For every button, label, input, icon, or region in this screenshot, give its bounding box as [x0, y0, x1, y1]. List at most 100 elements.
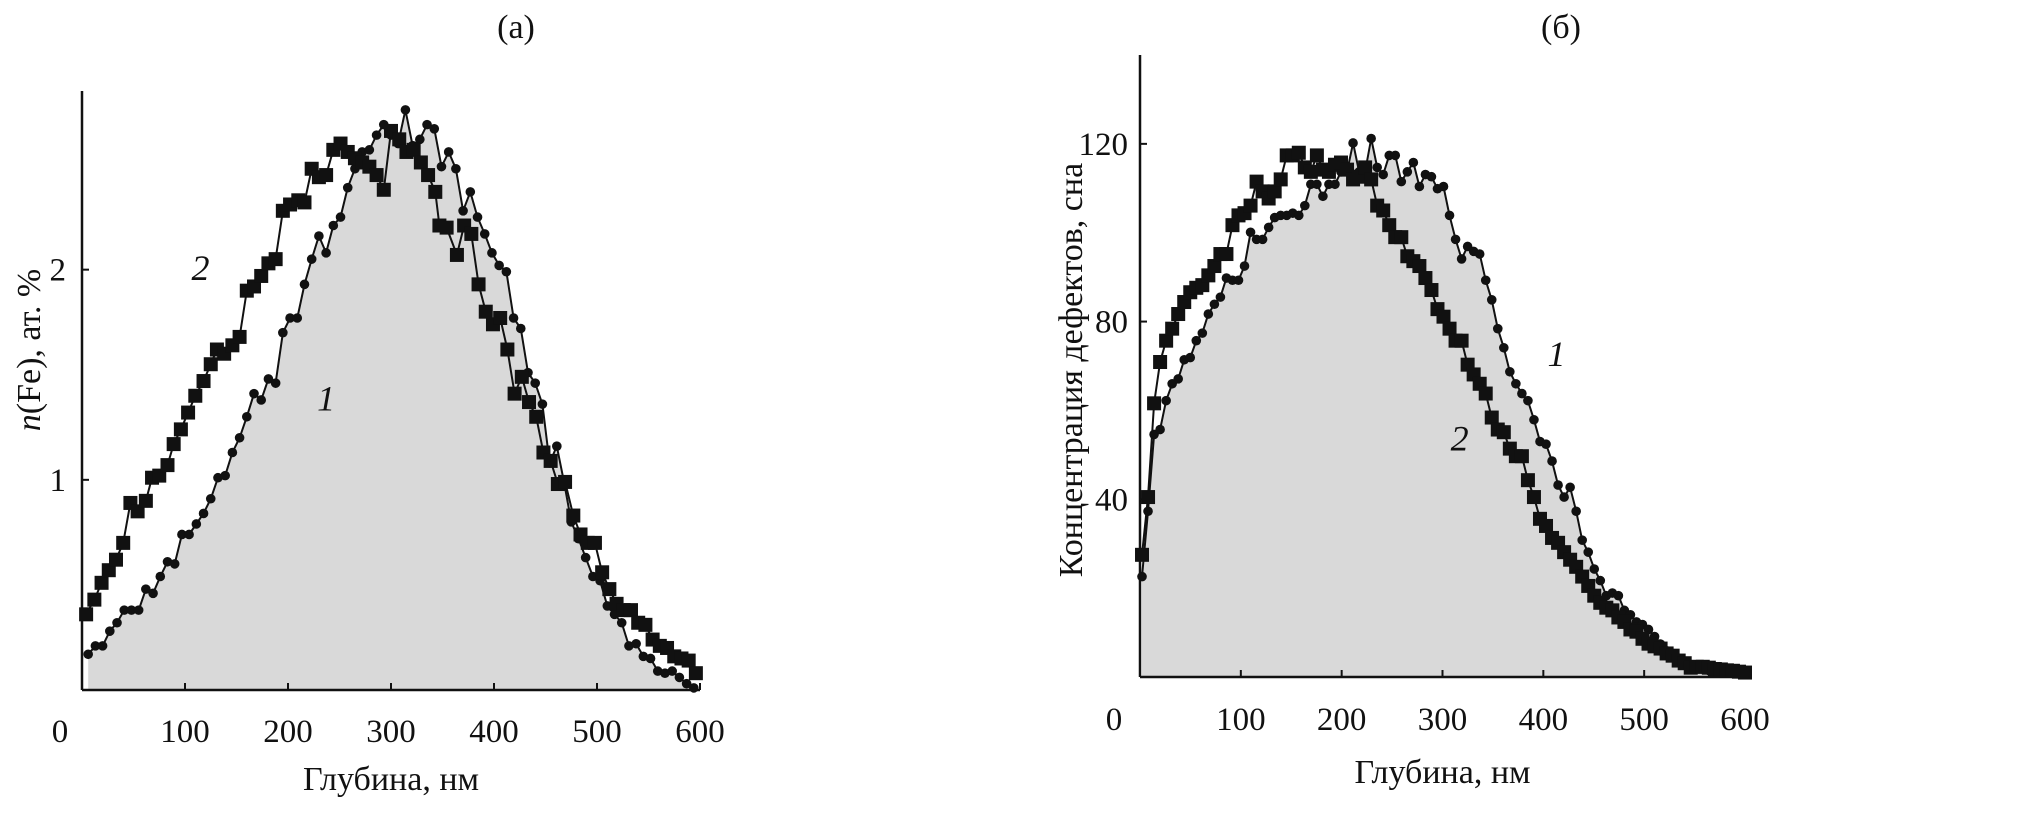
series-2-point	[587, 535, 602, 550]
series-1-point	[112, 617, 122, 628]
series-2-point	[232, 329, 247, 344]
series-1-point	[1233, 275, 1244, 286]
series-2-point	[543, 453, 558, 468]
series-1-point	[667, 666, 677, 676]
series-1-point	[198, 508, 209, 519]
x-tick-label: 100	[1216, 702, 1266, 738]
series-2-point	[478, 304, 493, 319]
series-1-point	[249, 388, 259, 399]
series-2-point	[449, 247, 464, 262]
series-1-point	[1438, 181, 1449, 192]
series-2-point	[1309, 148, 1324, 163]
series-1-point	[1263, 222, 1274, 233]
series-1-point	[530, 378, 540, 388]
series-1-point	[1456, 254, 1467, 264]
series-1-point	[1191, 335, 1202, 346]
curve-label-2: 2	[191, 248, 209, 288]
series-1-point	[1444, 210, 1455, 221]
series-1-point	[1517, 388, 1527, 399]
series-1-point	[1402, 167, 1413, 177]
series-2-point	[421, 168, 436, 183]
series-2-point	[1394, 230, 1409, 245]
area-fill	[88, 109, 694, 690]
series-1-point	[422, 119, 432, 130]
series-2-point	[1738, 665, 1752, 680]
series-1-point	[652, 666, 663, 676]
x-tick-label: 200	[1317, 702, 1367, 738]
panel-title: (б)	[1541, 9, 1581, 46]
series-1-point	[242, 411, 252, 422]
series-1-point	[1529, 414, 1539, 425]
series-1-point	[105, 626, 115, 636]
series-1-point	[624, 641, 634, 651]
series-2-point	[247, 279, 262, 294]
series-1-point	[285, 313, 295, 323]
series-1-point	[674, 672, 685, 683]
series-1-point	[1378, 169, 1389, 180]
series-2-point	[1165, 321, 1180, 336]
series-1-point	[479, 229, 490, 239]
series-1-point	[133, 605, 144, 615]
series-1-point	[220, 470, 230, 481]
series-1-point	[1197, 328, 1208, 338]
series-1-point	[429, 124, 440, 134]
series-2-point	[1442, 321, 1457, 336]
series-1-point	[97, 641, 108, 651]
series-1-point	[1577, 535, 1587, 545]
series-2-point	[1514, 449, 1529, 464]
series-2-point	[254, 268, 269, 283]
series-2-point	[1478, 386, 1493, 401]
panel-a: 0 100 200 300 400 500 600 1 2 2 1 (а) Глубина, нм n(F…	[11, 9, 725, 798]
series-1-point	[1366, 133, 1376, 144]
y-axis-title: Концентрация дефектов, сна	[1053, 163, 1090, 577]
series-1-point	[1523, 395, 1533, 406]
series-2-point	[152, 468, 167, 483]
series-1-point	[580, 552, 591, 563]
series-2-point	[203, 357, 218, 372]
series-1-point	[631, 638, 641, 649]
series-2-point	[602, 582, 617, 597]
series-1-point	[1203, 309, 1214, 319]
x-tick-label: 400	[1519, 702, 1569, 738]
series-1-point	[1312, 179, 1322, 190]
series-2-point	[493, 310, 508, 325]
series-1-point	[1408, 157, 1419, 168]
x-tick-label: 100	[160, 714, 210, 750]
series-1-point	[1571, 506, 1581, 517]
y-tick-label: 2	[50, 253, 67, 289]
x-tick-label: 200	[263, 714, 313, 750]
series-2-point	[1153, 355, 1168, 370]
series-1-point	[1300, 200, 1310, 211]
series-2-point	[681, 653, 696, 668]
series-1-point	[299, 279, 310, 290]
series-2-point	[1303, 164, 1318, 179]
series-2-point	[558, 474, 573, 489]
y-axis-title-text: (Fe), ат. %	[11, 269, 48, 414]
series-1-point	[119, 605, 130, 615]
series-1-point	[681, 678, 692, 689]
y-tick-label: 40	[1095, 482, 1128, 518]
series-2-point	[1243, 198, 1258, 213]
series-2-point	[623, 603, 638, 618]
series-2-point	[406, 142, 421, 157]
x-tick-label: 600	[675, 714, 725, 750]
series-2-point	[529, 409, 544, 424]
series-2-point	[369, 168, 384, 183]
series-1-point	[458, 206, 468, 216]
series-2-point	[1159, 333, 1174, 348]
series-1-point	[205, 493, 216, 504]
series-1-point	[1318, 191, 1328, 202]
series-1-point	[155, 571, 166, 582]
series-2-point	[1273, 172, 1288, 187]
series-1-point	[515, 323, 526, 334]
x-axis-title: Глубина, нм	[303, 761, 479, 798]
series-1-point	[443, 147, 454, 157]
series-2-point	[471, 277, 486, 292]
series-2-point	[108, 552, 123, 567]
series-2-point	[1520, 473, 1535, 488]
series-1-point	[1450, 234, 1461, 245]
series-1-point	[1547, 456, 1557, 466]
series-1-point	[126, 605, 137, 615]
series-1-point	[371, 130, 382, 140]
